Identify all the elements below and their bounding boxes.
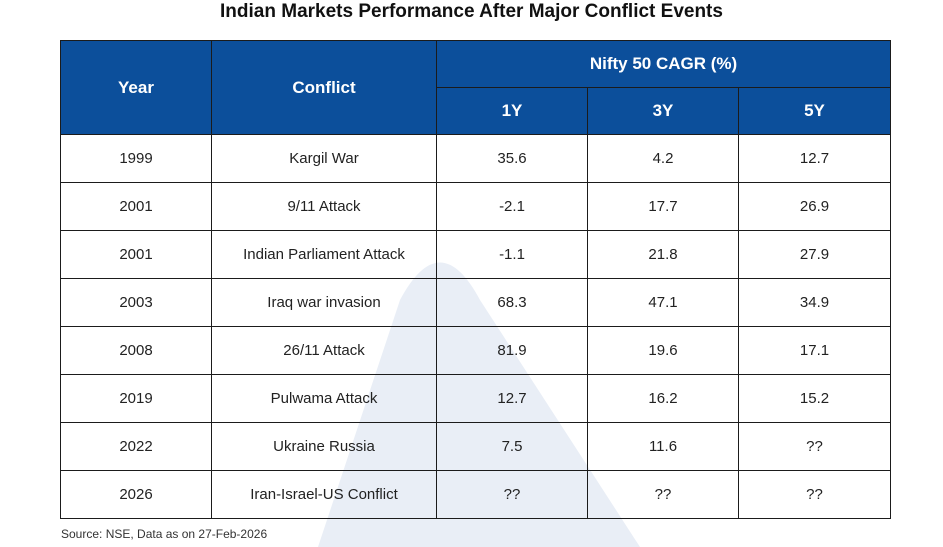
column-header-3y: 3Y (587, 87, 739, 135)
cell-cagr-3y: 17.7 (587, 182, 739, 231)
cell-conflict: 26/11 Attack (211, 326, 437, 375)
column-header-year: Year (60, 40, 212, 135)
table-body: 1999 Kargil War 35.6 4.2 12.7 2001 9/11 Attack… (60, 134, 891, 519)
cell-conflict: Indian Parliament Attack (211, 230, 437, 279)
table-row: 1999 Kargil War 35.6 4.2 12.7 (60, 134, 891, 183)
cell-conflict: Iraq war invasion (211, 278, 437, 327)
cell-cagr-1y: 35.6 (436, 134, 588, 183)
table-row: 2026 Iran-Israel-US Conflict?????? (60, 470, 891, 519)
column-header-1y: 1Y (436, 87, 588, 135)
cell-cagr-3y: ?? (587, 470, 739, 519)
cell-year: 2003 (60, 278, 212, 327)
cell-conflict: Iran-Israel-US Conflict (211, 470, 437, 519)
table-row: 2001 Indian Parliament Attack -1.1 21.8 27.9 (60, 230, 891, 279)
cell-cagr-5y: ?? (738, 422, 891, 471)
table-row: 2008 26/11 Attack 81.9 19.6 17.1 (60, 326, 891, 375)
cell-conflict: 9/11 Attack (211, 182, 437, 231)
source-note: Source: NSE, Data as on 27-Feb-2026 (61, 527, 268, 541)
table-row: 2003 Iraq war invasion 68.3 47.1 34.9 (60, 278, 891, 327)
cell-cagr-5y: 34.9 (738, 278, 891, 327)
cell-year: 1999 (60, 134, 212, 183)
cell-year: 2001 (60, 230, 212, 279)
cell-cagr-5y: ?? (738, 470, 891, 519)
column-header-conflict: Conflict (211, 40, 437, 135)
cell-cagr-5y: 17.1 (738, 326, 891, 375)
cell-cagr-5y: 15.2 (738, 374, 891, 423)
cell-conflict: Ukraine Russia (211, 422, 437, 471)
cell-conflict: Pulwama Attack (211, 374, 437, 423)
cell-cagr-3y: 11.6 (587, 422, 739, 471)
cell-cagr-1y: 12.7 (436, 374, 588, 423)
cell-cagr-1y: 81.9 (436, 326, 588, 375)
cell-year: 2001 (60, 182, 212, 231)
cell-cagr-5y: 12.7 (738, 134, 891, 183)
page-title: Indian Markets Performance After Major C… (220, 1, 723, 22)
cell-year: 2026 (60, 470, 212, 519)
cell-conflict: Kargil War (211, 134, 437, 183)
cell-year: 2019 (60, 374, 212, 423)
cell-cagr-1y: 7.5 (436, 422, 588, 471)
table-row: 2019 Pulwama Attack 12.7 16.2 15.2 (60, 374, 891, 423)
cell-cagr-5y: 27.9 (738, 230, 891, 279)
cell-cagr-1y: -1.1 (436, 230, 588, 279)
cell-cagr-3y: 19.6 (587, 326, 739, 375)
cell-cagr-5y: 26.9 (738, 182, 891, 231)
cell-cagr-3y: 4.2 (587, 134, 739, 183)
table-row: 2022 Ukraine Russia 7.5 11.6?? (60, 422, 891, 471)
conflict-performance-table: Year Conflict Nifty 50 CAGR (%) 1Y 3Y 5Y… (60, 40, 891, 519)
cell-cagr-1y: -2.1 (436, 182, 588, 231)
cell-year: 2022 (60, 422, 212, 471)
cell-year: 2008 (60, 326, 212, 375)
cell-cagr-3y: 21.8 (587, 230, 739, 279)
column-group-header-cagr: Nifty 50 CAGR (%) (436, 40, 891, 88)
cell-cagr-3y: 16.2 (587, 374, 739, 423)
table-row: 2001 9/11 Attack -2.1 17.7 26.9 (60, 182, 891, 231)
cell-cagr-1y: 68.3 (436, 278, 588, 327)
cell-cagr-3y: 47.1 (587, 278, 739, 327)
cell-cagr-1y: ?? (436, 470, 588, 519)
column-header-5y: 5Y (738, 87, 891, 135)
